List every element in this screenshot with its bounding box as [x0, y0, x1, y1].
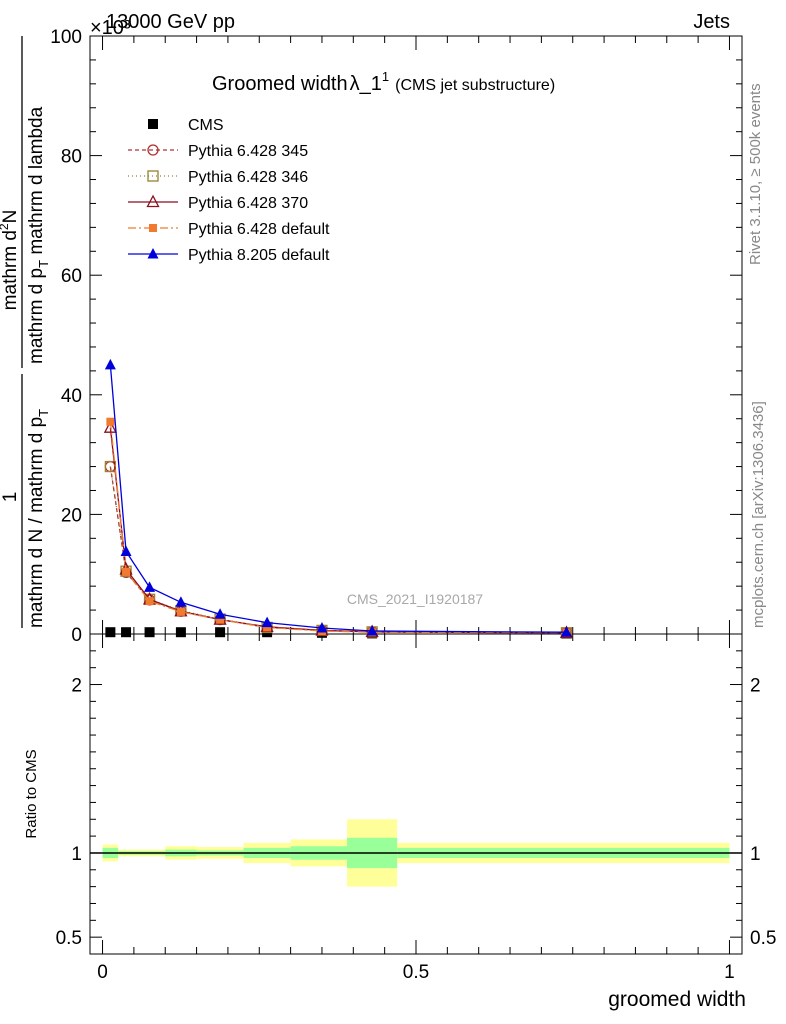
data-point-5-5: [261, 616, 273, 628]
data-point-0-2: [144, 627, 155, 638]
legend-marker-5: [147, 248, 159, 259]
mcplots-label: mcplots.cern.ch [arXiv:1306.3436]: [750, 401, 767, 628]
ylabel-top-den-text: mathrm d N / mathrm d p: [26, 417, 47, 628]
series-layer: [103, 358, 574, 639]
data-point-5-1: [120, 545, 132, 556]
series-5: [104, 358, 572, 637]
data-point-5-4: [214, 608, 226, 619]
ylabel-top-den: mathrm d N / mathrm d pT: [26, 409, 51, 628]
title-lambda: λ_1: [350, 73, 382, 95]
series-line-1: [109, 466, 567, 634]
y-tick-label: 20: [61, 505, 82, 526]
ylabel-frac-num-text: mathrm d: [0, 230, 21, 310]
ratio-tick-label-left: 0.5: [56, 928, 82, 949]
ylabel-frac-num: mathrm d2N: [0, 210, 21, 311]
plot-title: Groomed width λ_11 (CMS jet substructure): [212, 69, 555, 95]
data-point-5-2: [144, 581, 156, 592]
ylabel-top-num: 1: [0, 492, 21, 503]
data-point-5-0: [104, 358, 116, 370]
legend-label-1: Pythia 6.428 345: [188, 143, 308, 160]
ylabel-frac-den: mathrm d pT mathrm d lambda: [26, 106, 51, 364]
process-label: Jets: [693, 11, 730, 33]
data-point-0-0: [105, 627, 116, 638]
y-tick-label: 80: [61, 147, 82, 168]
series-3: [103, 420, 574, 638]
data-point-4-1: [122, 567, 131, 576]
data-point-0-3: [175, 627, 186, 638]
data-point-5-6: [316, 622, 328, 633]
data-point-0-1: [121, 627, 132, 638]
legend-label-3: Pythia 6.428 370: [188, 195, 308, 212]
legend: CMS Pythia 6.428 345 Pythia 6.428 346 Pythi…: [128, 117, 330, 264]
ratio-tick-label-right: 2: [750, 676, 761, 697]
y-tick-label: 40: [61, 386, 82, 407]
legend-marker-1: [147, 144, 159, 156]
series-line-2: [109, 466, 567, 634]
ratio-tick-label-left: 1: [71, 844, 82, 865]
x-tick-label: 1: [724, 962, 735, 983]
legend-marker-3: [146, 194, 160, 208]
axes-ticks: 0 20 40 60 80 100 0 0.5 1 0.5 0.5 1 1 2 2: [50, 27, 776, 983]
ylabel-frac-num-text2: N: [0, 210, 21, 224]
exponent-label: ×10³: [90, 17, 131, 39]
x-tick-label: 0.5: [403, 962, 429, 983]
legend-marker-0: [148, 119, 158, 129]
data-point-5-7: [366, 625, 378, 636]
ratio-y-axis-label: Ratio to CMS: [23, 749, 40, 838]
data-point-0-4: [215, 627, 226, 638]
analysis-watermark: CMS_2021_I1920187: [347, 591, 483, 607]
data-point-5-3: [175, 596, 187, 607]
x-axis-label: groomed width: [608, 988, 746, 1011]
ratio-tick-label-right: 0.5: [750, 928, 776, 949]
data-point-5-8: [560, 626, 572, 637]
series-line-5: [109, 364, 567, 633]
ratio-tick-label-left: 2: [71, 676, 82, 697]
data-point-4-3: [176, 607, 185, 616]
ylabel-top-den-sub: T: [36, 409, 51, 417]
y-tick-label: 60: [61, 266, 82, 287]
legend-marker-2: [147, 170, 159, 182]
y-tick-label: 100: [50, 27, 82, 48]
legend-label-5: Pythia 8.205 default: [188, 247, 330, 264]
legend-label-2: Pythia 6.428 346: [188, 169, 308, 186]
legend-label-0: CMS: [188, 117, 224, 134]
beam-energy-label: 13000 GeV pp: [106, 11, 235, 33]
data-point-4-0: [106, 417, 115, 426]
legend-marker-4: [149, 224, 157, 232]
title-paren: (CMS jet substructure): [395, 77, 555, 94]
ylabel-frac-den-text2: mathrm d lambda: [26, 106, 47, 260]
data-point-3-0: [103, 420, 117, 433]
y-axis-label: 1 mathrm d N / mathrm d pT mathrm d2N ma…: [0, 36, 51, 628]
data-point-4-2: [145, 597, 154, 606]
title-sup: 1: [382, 69, 389, 84]
legend-label-4: Pythia 6.428 default: [188, 221, 330, 238]
ratio-plot-frame: [89, 633, 743, 955]
ylabel-frac-den-text: mathrm d p: [26, 268, 47, 364]
data-point-4-4: [216, 615, 225, 624]
y-tick-label: 0: [71, 625, 82, 646]
rivet-label: Rivet 3.1.10, ≥ 500k events: [747, 83, 764, 265]
ylabel-frac-den-sub: T: [36, 260, 51, 268]
ylabel-frac-num-sup: 2: [0, 223, 11, 230]
data-point-2-0: [104, 460, 117, 473]
series-4: [106, 417, 571, 637]
title-main: Groomed width: [212, 73, 348, 95]
data-point-4-5: [263, 623, 272, 632]
series-2: [104, 460, 573, 639]
x-tick-label: 0: [97, 962, 108, 983]
ratio-tick-label-right: 1: [750, 844, 761, 865]
